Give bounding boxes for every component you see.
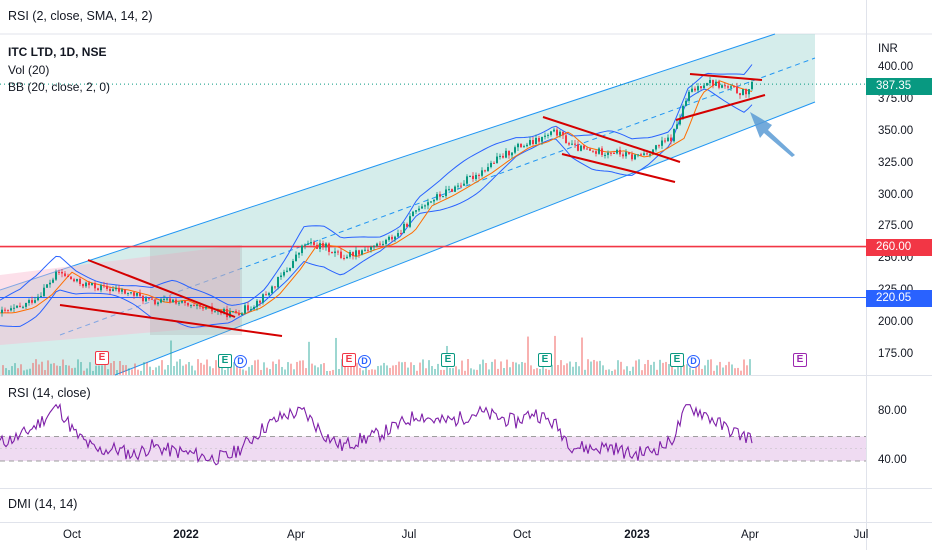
trend-line (689, 73, 763, 81)
last-price-tag: 387.35 (866, 78, 932, 95)
bollinger-lower (0, 88, 753, 328)
channel-mid-line (59, 57, 816, 336)
x-tick-label: 2023 (624, 529, 650, 541)
y-tick-label: 375.00 (878, 92, 914, 105)
x-tick-label: Oct (513, 529, 531, 541)
trend-line (59, 304, 283, 337)
rising-channel-fill (0, 34, 815, 375)
x-tick-label: Jul (853, 529, 869, 541)
dividend-marker[interactable]: D (234, 355, 247, 368)
dividend-marker[interactable]: D (687, 355, 700, 368)
earnings-marker[interactable]: E (95, 351, 109, 365)
earnings-marker[interactable]: E (342, 353, 356, 367)
y-tick-label: 400.00 (878, 61, 914, 73)
volume-bars (2, 335, 751, 375)
y-tick-label: 175.00 (878, 348, 914, 360)
bollinger-upper (0, 64, 753, 306)
rsi-line (0, 402, 753, 466)
dmi-title[interactable]: DMI (14, 14) (8, 497, 78, 511)
volume-legend[interactable]: Vol (20) (8, 63, 50, 77)
x-tick-label: Jul (401, 529, 417, 541)
resistance-price-tag: 260.00 (866, 239, 932, 256)
currency-label: INR (878, 43, 898, 55)
x-tick-label: 2022 (173, 529, 199, 541)
x-tick-label: Apr (287, 529, 305, 541)
rsi-y-tick-label: 40.00 (878, 454, 907, 466)
x-tick-label: Oct (63, 529, 81, 541)
bollinger-legend[interactable]: BB (20, close, 2, 0) (8, 80, 111, 94)
top-indicator-title[interactable]: RSI (2, close, SMA, 14, 2) (8, 9, 153, 23)
earlier-channel-fill (0, 245, 240, 345)
support-price-tag: 220.05 (866, 290, 932, 307)
symbol-legend[interactable]: ITC LTD, 1D, NSE (8, 45, 107, 59)
trend-line (87, 259, 236, 318)
earnings-marker[interactable]: E (538, 353, 552, 367)
upcoming-earnings-marker[interactable]: E (793, 353, 807, 367)
trend-line (561, 153, 676, 183)
earnings-marker[interactable]: E (218, 354, 232, 368)
y-tick-label: 350.00 (878, 124, 914, 137)
dividend-marker[interactable]: D (358, 355, 371, 368)
y-tick-label: 325.00 (878, 156, 914, 169)
y-tick-label: 275.00 (878, 220, 914, 233)
rsi-pane (0, 402, 866, 466)
earnings-marker[interactable]: E (441, 353, 455, 367)
earnings-marker[interactable]: E (670, 353, 684, 367)
trend-line (542, 116, 681, 163)
x-tick-label: Apr (741, 529, 759, 541)
trend-line (675, 94, 766, 121)
annotation-arrow (750, 112, 795, 157)
y-tick-label: 300.00 (878, 188, 914, 201)
main-pane (0, 33, 866, 376)
rsi-y-tick-label: 80.00 (878, 405, 907, 417)
rsi-title[interactable]: RSI (14, close) (8, 386, 91, 400)
y-tick-label: 200.00 (878, 316, 914, 329)
